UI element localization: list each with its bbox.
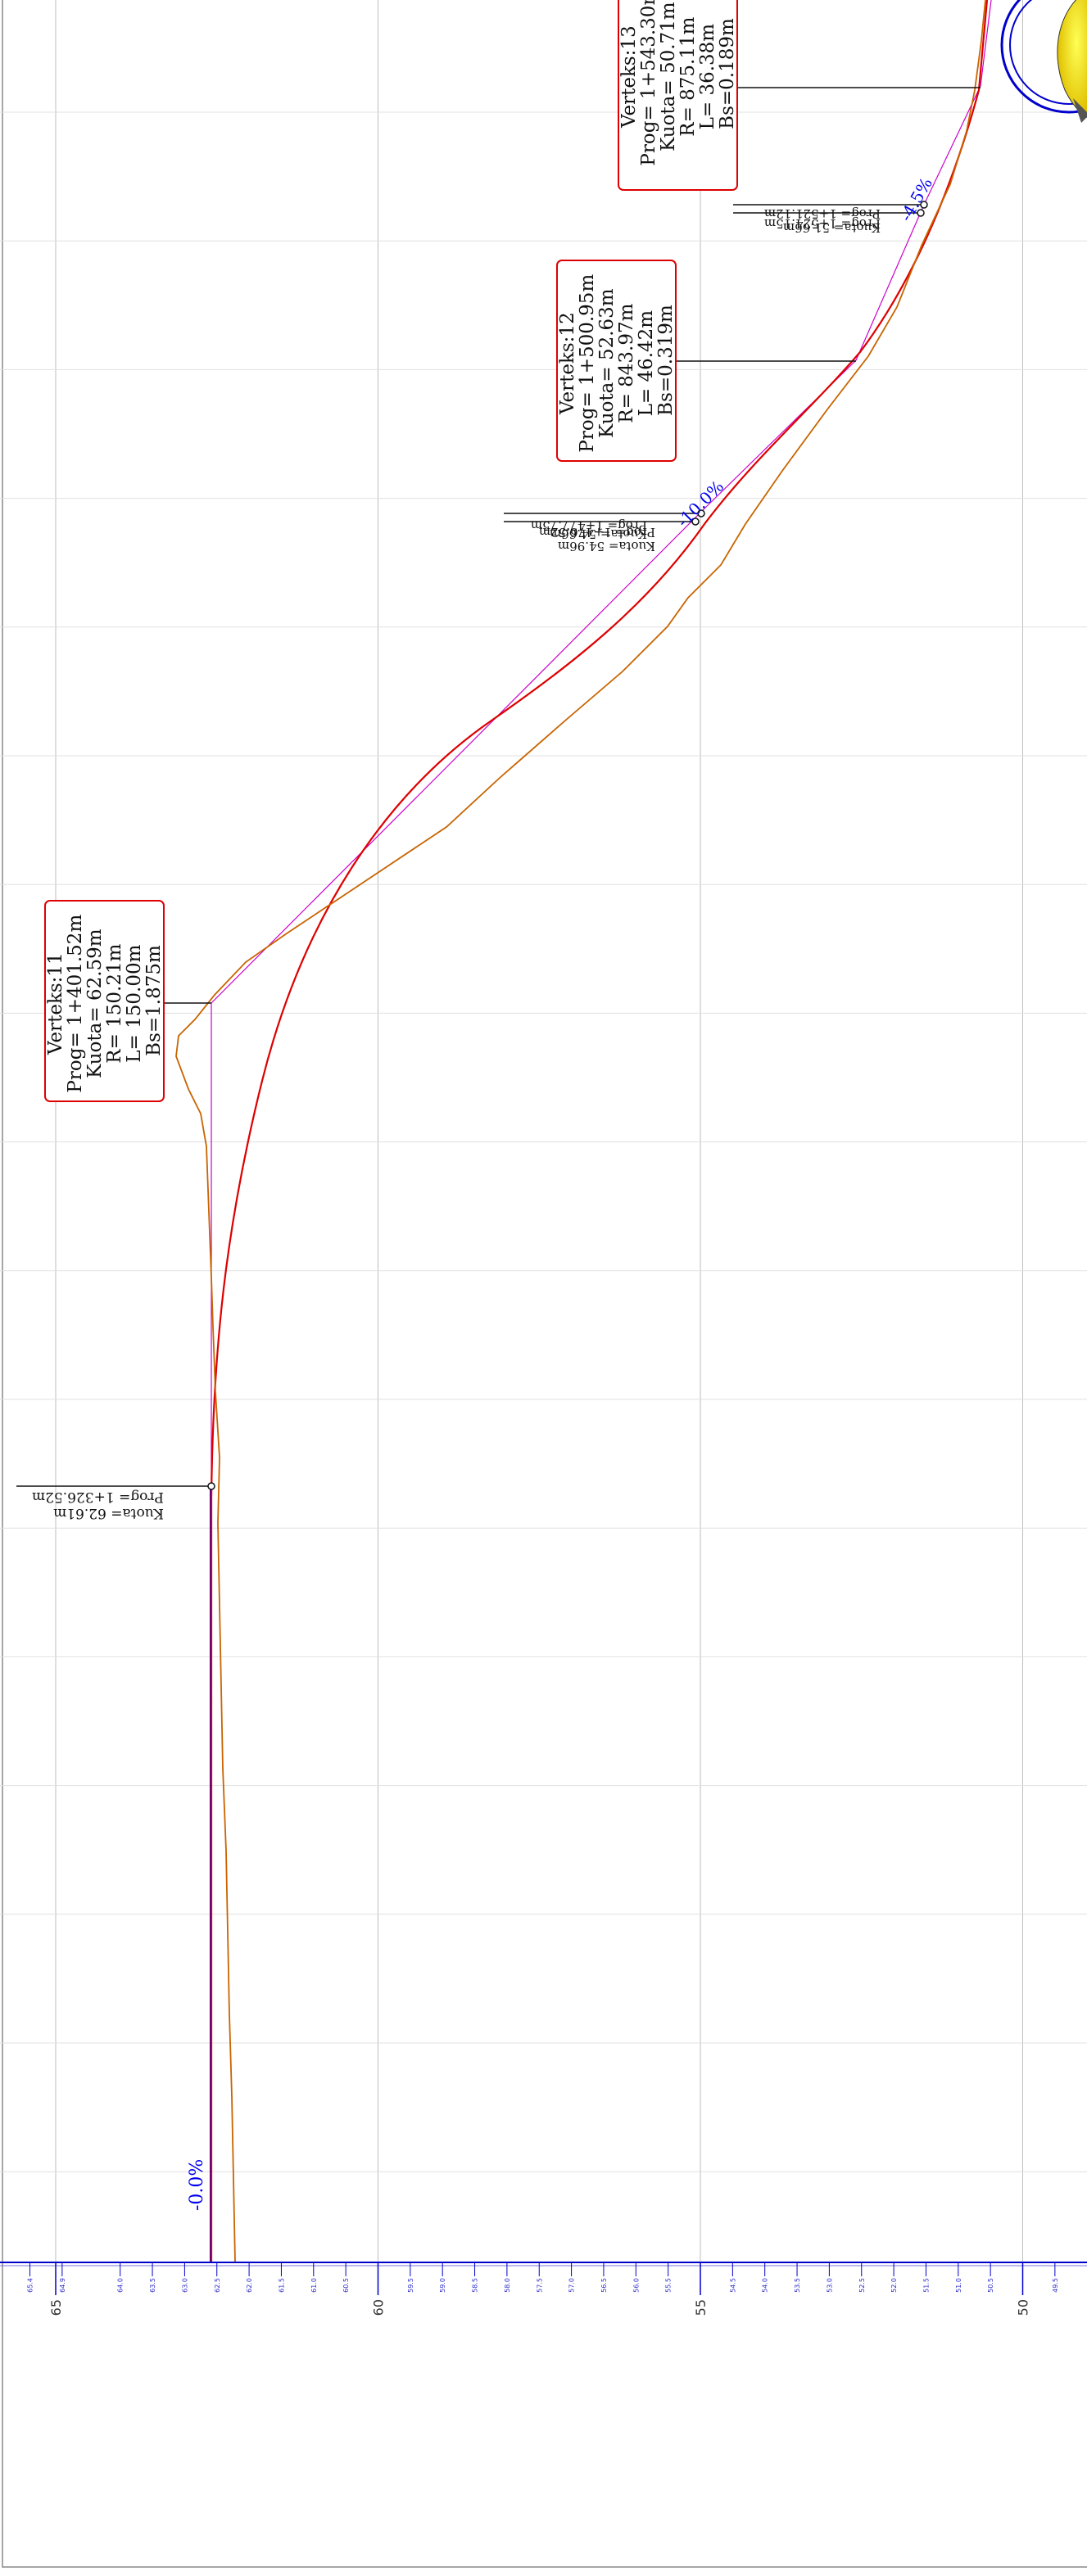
station-label-line: Kuota= 62.61m <box>53 1505 164 1521</box>
minor-tick-label: 52.0 <box>890 2278 898 2293</box>
ground-line <box>175 0 986 2262</box>
north-arrow-icon <box>1000 0 1087 123</box>
minor-tick-label: 49.5 <box>1052 2278 1059 2293</box>
vertex-box-frame <box>556 260 677 462</box>
minor-tick-label: 61.5 <box>278 2278 285 2293</box>
minor-tick-label: 57.5 <box>536 2278 543 2293</box>
station-point <box>917 209 925 217</box>
minor-tick-label: 60.5 <box>342 2278 350 2293</box>
minor-tick-label: 51.5 <box>922 2278 930 2293</box>
station-point <box>920 201 928 209</box>
station-label-4: Prog= 1+521.12m Kuota= 51.66m <box>760 206 881 235</box>
vertex-line: L= 150.00m <box>124 944 145 1062</box>
grade-label-mild: -4.5% <box>896 174 937 225</box>
station-marker-3 <box>733 201 928 217</box>
minor-tick-label: 52.5 <box>858 2278 866 2293</box>
station-label-5: Prog= 1+524.15m <box>764 216 881 231</box>
station-label-line: Kuota= 54.66m <box>550 526 647 541</box>
vertex-title: Verteks:12 <box>557 312 578 415</box>
vertex-line: R= 150.21m <box>104 943 125 1063</box>
station-label-line: Kuota= 51.66m <box>783 220 881 235</box>
vertex-box-frame <box>44 900 165 1102</box>
minor-tick-label: 63.0 <box>181 2278 188 2293</box>
minor-tick-label: 50.5 <box>987 2278 994 2293</box>
north-arrow-pointer <box>1057 0 1087 118</box>
station-point <box>207 1482 215 1490</box>
vertex-line: Kuota= 50.71m <box>658 2 679 151</box>
station-point <box>697 509 705 517</box>
vertex-line: Bs=0.319m <box>655 305 677 416</box>
station-point <box>691 517 700 526</box>
minor-tick-label: 53.0 <box>826 2278 833 2293</box>
vertex-11-box: Verteks:11 Prog= 1+401.52m Kuota= 62.59m… <box>44 900 165 1102</box>
vertex-box-text: Verteks:11 Prog= 1+401.52m Kuota= 62.59m… <box>45 908 165 1092</box>
minor-tick-label: 62.5 <box>214 2278 221 2293</box>
vertex-line: L= 36.38m <box>697 24 718 130</box>
major-tick-label: 50 <box>1016 2299 1031 2316</box>
minor-tick-label: 54.0 <box>762 2278 769 2293</box>
north-arrow-ring-inner <box>1009 0 1087 105</box>
station-label-line: Prog= 1+476.52m <box>539 525 655 540</box>
minor-tick-label: 55.5 <box>665 2278 673 2293</box>
minor-tick-label: 59.0 <box>439 2278 446 2293</box>
minor-tick-label: 58.0 <box>504 2278 511 2293</box>
vertex-title: Verteks:11 <box>45 952 66 1055</box>
minor-tick-label: 62.0 <box>246 2278 253 2293</box>
station-marker-1 <box>16 1482 215 1490</box>
vertex-line: Kuota= 52.63m <box>596 288 618 438</box>
vertex-line: Bs=0.189m <box>717 18 738 129</box>
major-tick-label: 55 <box>693 2299 709 2316</box>
station-label-3: Prog= 1+477.75m Kuota= 54.66m <box>527 518 647 541</box>
vertex-title: Verteks:13 <box>618 25 640 129</box>
minor-tick-label: 64.0 <box>117 2278 125 2293</box>
major-tick-label: 65 <box>48 2299 64 2316</box>
minor-tick-label: 56.5 <box>600 2278 608 2293</box>
major-tick-label: 60 <box>371 2299 387 2316</box>
station-label-line: Prog= 1+524.15m <box>764 216 881 231</box>
vertex-line: Bs=1.875m <box>143 945 165 1056</box>
vertex-line: Prog= 1+401.52m <box>65 915 86 1093</box>
station-label-line: Prog= 1+477.75m <box>531 518 647 533</box>
minor-tick-label: 59.5 <box>407 2278 414 2293</box>
station-labels: Prog= 1+326.52m Kuota= 62.61m Prog= 1+47… <box>28 206 881 1521</box>
station-label-line: Prog= 1+521.12m <box>764 206 881 221</box>
vertex-12-box: Verteks:12 Prog= 1+500.95m Kuota= 52.63m… <box>556 260 677 462</box>
vertex-line: Prog= 1+543.30m <box>638 0 659 166</box>
minor-tick-label: 53.5 <box>794 2278 801 2293</box>
station-marker-2 <box>504 509 705 526</box>
vertical-curve <box>210 0 989 2262</box>
minor-tick-label: 63.5 <box>149 2278 156 2293</box>
grade-label-flat: -0.0% <box>187 2159 207 2211</box>
minor-tick-label: 61.0 <box>310 2278 318 2293</box>
minor-tick-label: 51.0 <box>955 2278 962 2293</box>
station-label-line: Kuota= 54.96m <box>558 539 655 554</box>
minor-tick-label: 56.0 <box>632 2278 640 2293</box>
north-arrow-ring-outer <box>1000 0 1087 114</box>
station-label-1: Prog= 1+326.52m Kuota= 62.61m <box>28 1489 164 1521</box>
grid <box>0 0 1087 2262</box>
vertex-line: L= 46.42m <box>636 310 657 417</box>
vertex-line: Prog= 1+500.95m <box>577 274 598 453</box>
elevation-axis: 65 60 55 50 65.4 64.9 64.0 63.5 63.0 62.5 62.0 61.5… <box>0 2262 1087 2316</box>
north-arrow-pointer-tip <box>1073 98 1087 123</box>
vertex-line: Kuota= 62.59m <box>84 929 106 1078</box>
minor-tick-label: 58.5 <box>472 2278 479 2293</box>
minor-tick-label: 54.5 <box>729 2278 736 2293</box>
vertex-box-frame <box>618 0 738 191</box>
vertex-13-box: Verteks:13 Prog= 1+543.30m Kuota= 50.71m… <box>618 0 738 191</box>
vertex-box-text: Verteks:13 Prog= 1+543.30m Kuota= 50.71m… <box>618 0 738 166</box>
vertex-line: R= 843.97m <box>616 303 637 423</box>
vertex-line: R= 875.11m <box>677 16 699 136</box>
minor-tick-label: 64.9 <box>59 2278 66 2293</box>
minor-tick-label: 65.4 <box>27 2278 34 2293</box>
minor-tick-label: 57.0 <box>568 2278 576 2293</box>
station-label-2: Prog= 1+476.52m Kuota= 54.96m <box>535 525 655 554</box>
vertex-box-text: Verteks:12 Prog= 1+500.95m Kuota= 52.63m… <box>557 268 677 452</box>
station-label-line: Prog= 1+326.52m <box>32 1489 164 1505</box>
